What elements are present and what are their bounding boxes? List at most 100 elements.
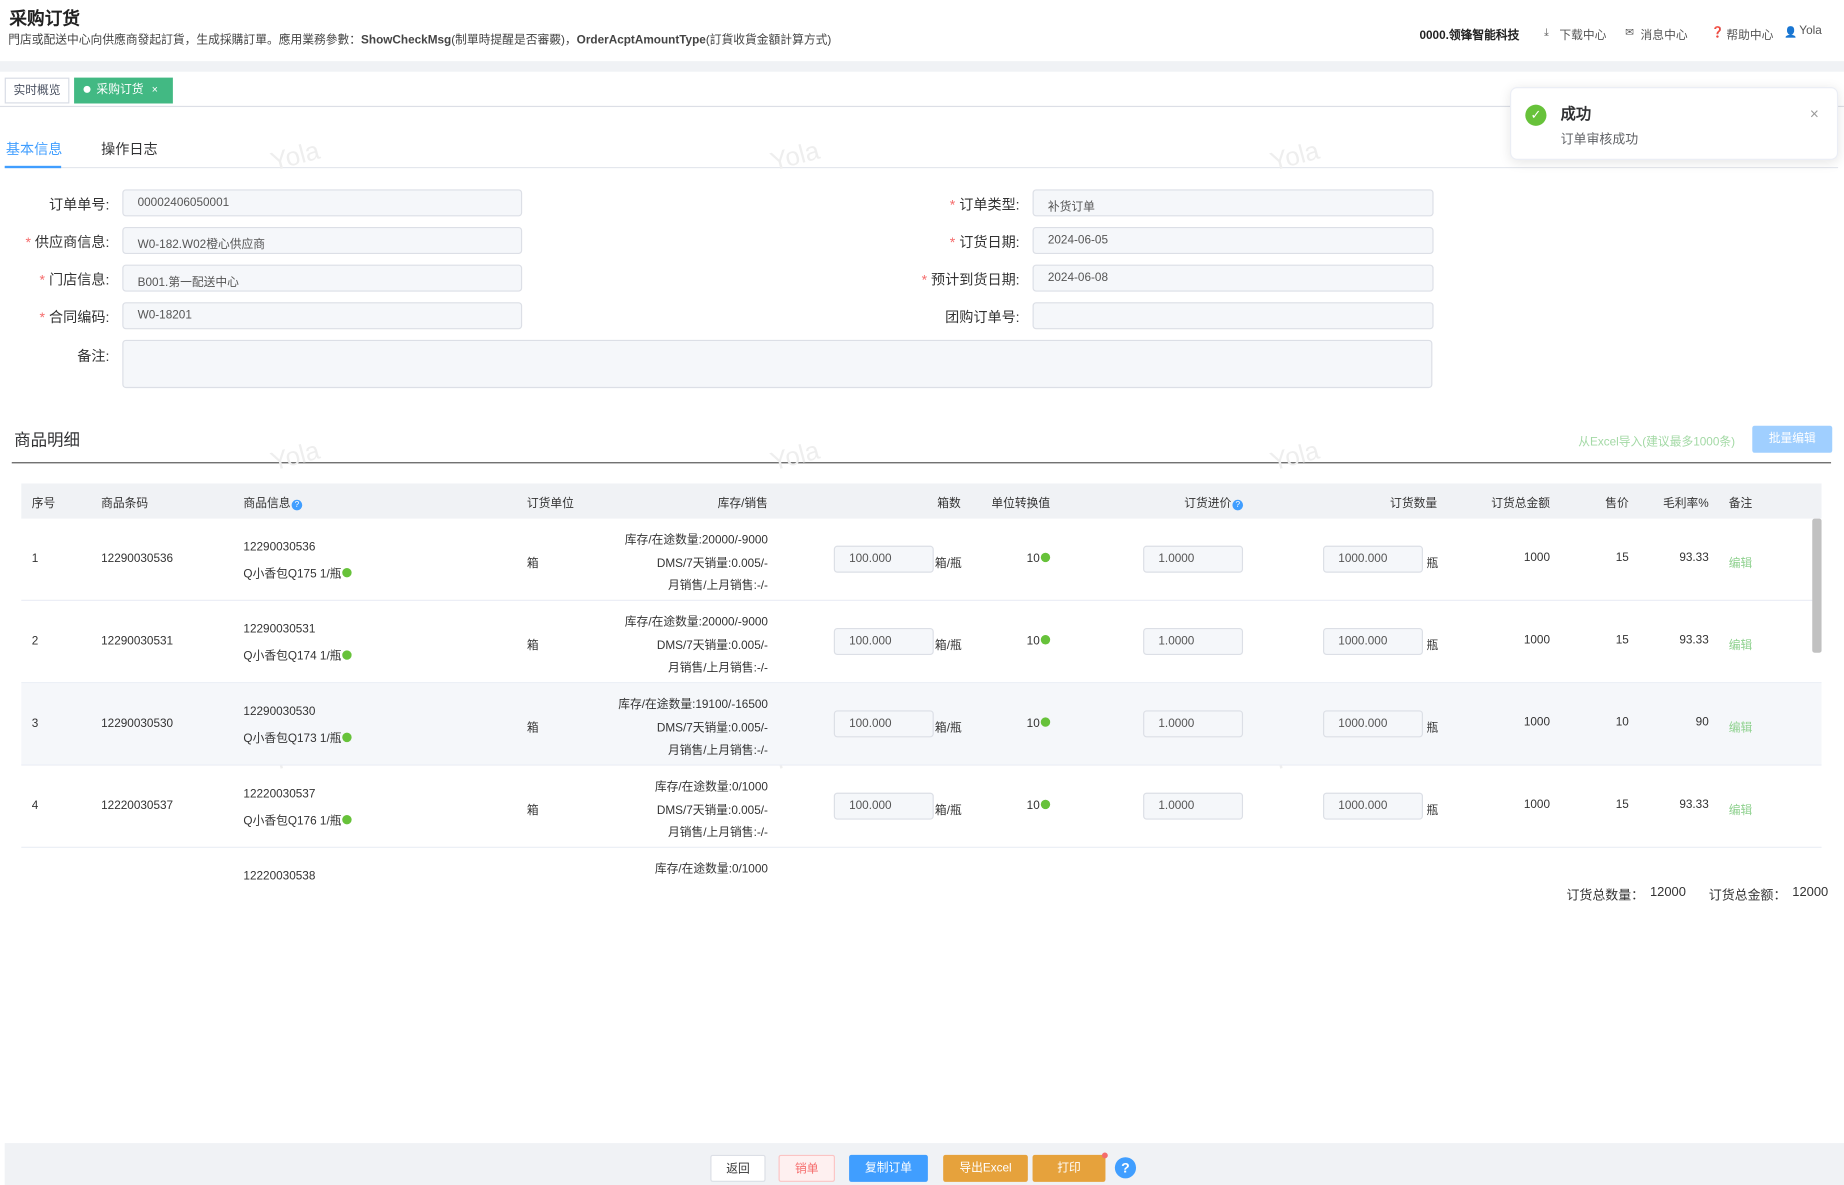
band <box>0 61 1844 72</box>
required-mark: * <box>949 234 960 251</box>
column-header: 单位转换值 <box>991 497 1051 511</box>
info-dot <box>1040 552 1051 563</box>
qty-input[interactable]: 1000.000 <box>1323 545 1423 573</box>
input[interactable]: B001.第一配送中心 <box>122 264 523 292</box>
field-label: 备注: <box>77 348 110 365</box>
box-input[interactable]: 100.000 <box>833 792 934 820</box>
price-input[interactable]: 1.0000 <box>1143 627 1244 656</box>
toast-title: 成功 <box>1560 104 1592 123</box>
table-row: 12220030538 库存/在途数量:0/1000 <box>21 848 1821 882</box>
box-input[interactable]: 100.000 <box>833 545 934 573</box>
button[interactable]: 导出Excel <box>943 1154 1028 1182</box>
link-icon: ⤓ <box>1544 25 1549 38</box>
cell-box_unit: 箱/瓶 <box>934 639 962 653</box>
cell-no: 2 <box>31 635 39 648</box>
input[interactable]: 2024-06-05 <box>1032 226 1434 255</box>
cell-box_unit: 箱/瓶 <box>934 804 962 818</box>
column-header: 商品条码 <box>101 497 149 511</box>
cell-qty_unit: 瓶 <box>1426 722 1439 736</box>
cell-sale: 15 <box>1615 551 1629 565</box>
button[interactable]: 返回 <box>710 1154 766 1182</box>
cell-no: 4 <box>31 799 39 813</box>
label-text: 合同编码: <box>48 309 110 326</box>
box-input[interactable]: 100.000 <box>833 710 934 738</box>
subtab-active <box>4 165 62 169</box>
batch-button[interactable]: 批量编辑 <box>1752 425 1833 453</box>
field-label: * 订货日期: <box>784 232 1020 252</box>
input[interactable] <box>1032 302 1434 330</box>
toast-close[interactable]: × <box>1809 104 1819 123</box>
box-input[interactable]: 100.000 <box>833 627 934 656</box>
tab[interactable]: 实时概览 <box>4 77 70 104</box>
tab-line <box>0 105 1844 108</box>
cell-sale: 10 <box>1615 716 1629 730</box>
label-text: 订单单号: <box>48 196 110 213</box>
input[interactable]: 2024-06-08 <box>1032 264 1434 292</box>
price-input[interactable]: 1.0000 <box>1143 710 1244 738</box>
description-part: 門店或配送中心向供應商發起訂貨，生成採購訂單。應用業務參數： <box>8 34 362 48</box>
field-label: * 门店信息: <box>0 269 110 289</box>
section-title: 商品明细 <box>14 430 80 450</box>
sub-tab[interactable]: 操作日志 <box>101 141 158 158</box>
stock-line: 库存/在途数量:0/1000 <box>654 863 768 877</box>
stock-line: 月销售/上月销售:-/- <box>667 579 768 593</box>
label-text: 供应商信息: <box>34 234 110 251</box>
label-text: 订单类型: <box>959 196 1020 213</box>
info-dot <box>342 650 353 660</box>
watermark: Yola <box>267 435 323 477</box>
qty-input[interactable]: 1000.000 <box>1323 792 1423 820</box>
cell-box_unit: 箱/瓶 <box>934 722 962 736</box>
stock-line: 月销售/上月销售:-/- <box>667 662 768 676</box>
cell-unit: 箱 <box>526 804 539 818</box>
import-link[interactable]: 从Excel导入(建议最多1000条) <box>1578 436 1736 450</box>
sub-tab[interactable]: 基本信息 <box>5 141 63 158</box>
description: 門店或配送中心向供應商發起訂貨，生成採購訂單。應用業務參數：ShowCheckM… <box>8 29 831 47</box>
column-header: 订货进价? <box>890 493 1244 511</box>
cell-no: 1 <box>31 552 39 566</box>
product-info: Q小香包Q175 1/瓶 <box>243 563 353 581</box>
price-input[interactable]: 1.0000 <box>1143 792 1244 820</box>
cell-remark: 编辑 <box>1728 804 1753 818</box>
button[interactable]: 打印 <box>1032 1154 1106 1182</box>
qty-input[interactable]: 1000.000 <box>1323 710 1423 738</box>
button[interactable]: 复制订单 <box>849 1154 928 1182</box>
detail-line <box>11 462 1832 464</box>
conv: 10 <box>1027 799 1051 813</box>
company: 0000.领锋智能科技 <box>1419 29 1520 43</box>
column-header: 箱数 <box>937 497 961 511</box>
nav-link[interactable]: 消息中心 <box>1640 29 1688 43</box>
nav-link[interactable]: Yola <box>1799 24 1822 38</box>
nav-link[interactable]: 下载中心 <box>1559 29 1607 43</box>
tab-active[interactable]: 采购订货 × <box>74 77 173 104</box>
input[interactable]: W0-18201 <box>122 302 523 330</box>
nav-link[interactable]: 帮助中心 <box>1726 29 1774 43</box>
tab-close: × <box>151 83 158 96</box>
watermark: Yola <box>1266 435 1323 477</box>
stock-line: 库存/在途数量:20000/-9000 <box>624 533 768 547</box>
cell-unit: 箱 <box>526 557 539 571</box>
total-value: 12000 <box>1649 885 1686 900</box>
stock-line: DMS/7天销量:0.005/- <box>656 556 768 570</box>
table-row: 3 12290030530 12290030530 Q小香包Q173 1/瓶 箱 库存/在… <box>21 683 1822 766</box>
qty-input[interactable]: 1000.000 <box>1323 627 1423 656</box>
conv: 10 <box>1027 717 1051 730</box>
cell-code: 12290030536 <box>101 552 174 566</box>
link-icon: ❓ <box>1711 25 1725 38</box>
total-value: 12000 <box>1792 885 1829 900</box>
link-icon: 👤 <box>1784 25 1798 38</box>
input[interactable]: W0-182.W02橙心供应商 <box>122 226 523 255</box>
input[interactable]: 补货订单 <box>1032 189 1434 217</box>
cell-margin: 93.33 <box>1679 551 1709 565</box>
help-button[interactable]: ? <box>1114 1157 1137 1179</box>
page-title: 采购订货 <box>9 9 80 30</box>
input[interactable]: 00002406050001 <box>122 189 523 217</box>
textarea[interactable] <box>122 339 1433 389</box>
required-mark: * <box>39 309 49 326</box>
field-label: * 预计到货日期: <box>784 269 1020 289</box>
button[interactable]: 销单 <box>778 1154 835 1182</box>
field-label: * 供应商信息: <box>0 232 109 252</box>
price-input[interactable]: 1.0000 <box>1143 545 1244 573</box>
field-label: * 订单类型: <box>784 194 1020 214</box>
cell-unit: 箱 <box>526 722 539 736</box>
